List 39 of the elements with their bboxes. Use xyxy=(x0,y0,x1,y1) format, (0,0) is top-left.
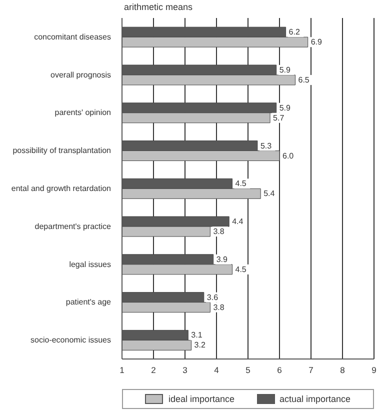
x-tick-label: 1 xyxy=(120,365,125,376)
x-tick-label: 6 xyxy=(277,365,282,376)
y-tick-label: ental and growth retardation xyxy=(11,184,111,193)
y-tick-label: department's practice xyxy=(34,222,112,231)
y-tick-label: parents' opinion xyxy=(54,108,111,118)
data-label: 4.4 xyxy=(232,217,244,226)
data-label: 3.9 xyxy=(216,254,228,264)
y-tick-label: patient's age xyxy=(66,298,112,307)
data-label: 3.8 xyxy=(213,302,225,312)
data-label: 4.5 xyxy=(235,264,247,274)
data-label: 3.6 xyxy=(206,292,219,302)
legend-label: ideal importance xyxy=(167,394,234,404)
x-tick-label: 7 xyxy=(308,365,314,376)
x-tick-label: 5 xyxy=(246,365,251,376)
y-tick-label: possibility of transplantation xyxy=(12,146,111,156)
data-label: 6.2 xyxy=(288,28,300,37)
y-tick-label: concomitant diseases xyxy=(34,32,111,42)
data-label: 6.9 xyxy=(310,38,323,47)
data-label: 5.3 xyxy=(260,141,272,150)
data-label: 4.5 xyxy=(235,179,247,188)
y-tick-label: overall prognosis xyxy=(50,70,111,80)
data-label: 5.9 xyxy=(279,103,292,112)
data-label: 3.1 xyxy=(191,330,203,340)
x-tick-label: 2 xyxy=(151,365,156,376)
data-label: 3.2 xyxy=(194,340,206,350)
data-label: 5.7 xyxy=(273,113,285,122)
legend-label: actual importance xyxy=(278,394,351,404)
data-label: 6.0 xyxy=(282,151,294,160)
x-tick-label: 3 xyxy=(182,365,188,376)
y-tick-label: socio-economic issues xyxy=(30,336,111,345)
data-label: 3.8 xyxy=(213,227,225,236)
x-axis-title: arithmetic means xyxy=(124,2,193,12)
x-tick-label: 8 xyxy=(340,365,346,376)
data-label: 5.4 xyxy=(264,189,276,198)
x-tick-label: 4 xyxy=(214,365,220,376)
data-label: 6.5 xyxy=(298,75,310,84)
data-label: 5.9 xyxy=(279,65,292,74)
x-tick-label: 9 xyxy=(372,365,377,376)
y-tick-label: legal issues xyxy=(69,260,111,269)
